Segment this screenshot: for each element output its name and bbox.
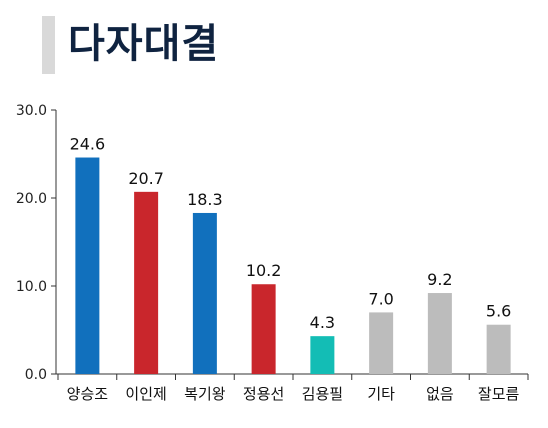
data-label: 5.6 bbox=[486, 302, 511, 321]
category-label: 없음 bbox=[426, 385, 454, 403]
category-label: 잘모름 bbox=[478, 385, 520, 403]
category-label: 기타 bbox=[367, 385, 395, 403]
bar bbox=[134, 191, 159, 374]
bar bbox=[251, 284, 276, 374]
y-tick-label: 10.0 bbox=[16, 279, 47, 295]
data-label: 20.7 bbox=[128, 169, 164, 188]
chart-title: 다자대결 bbox=[68, 21, 220, 67]
data-label: 7.0 bbox=[368, 289, 393, 308]
title-accent-bar bbox=[42, 16, 55, 74]
category-label: 복기왕 bbox=[184, 385, 226, 403]
bar bbox=[192, 212, 217, 374]
y-tick-label: 0.0 bbox=[25, 367, 47, 383]
bar bbox=[427, 293, 452, 374]
bar bbox=[75, 157, 100, 374]
category-label: 김용필 bbox=[302, 385, 343, 403]
data-label: 4.3 bbox=[310, 313, 335, 332]
bar bbox=[369, 312, 394, 374]
data-label: 24.6 bbox=[70, 135, 106, 154]
bar bbox=[486, 324, 511, 374]
category-label: 정용선 bbox=[243, 385, 284, 403]
category-label: 양승조 bbox=[67, 385, 109, 403]
bar bbox=[310, 336, 335, 374]
data-label: 9.2 bbox=[427, 270, 452, 289]
category-label: 이인제 bbox=[125, 385, 166, 403]
data-label: 18.3 bbox=[187, 190, 223, 209]
y-tick-label: 30.0 bbox=[16, 103, 47, 119]
data-label: 10.2 bbox=[246, 261, 282, 280]
y-tick-label: 20.0 bbox=[16, 191, 47, 207]
